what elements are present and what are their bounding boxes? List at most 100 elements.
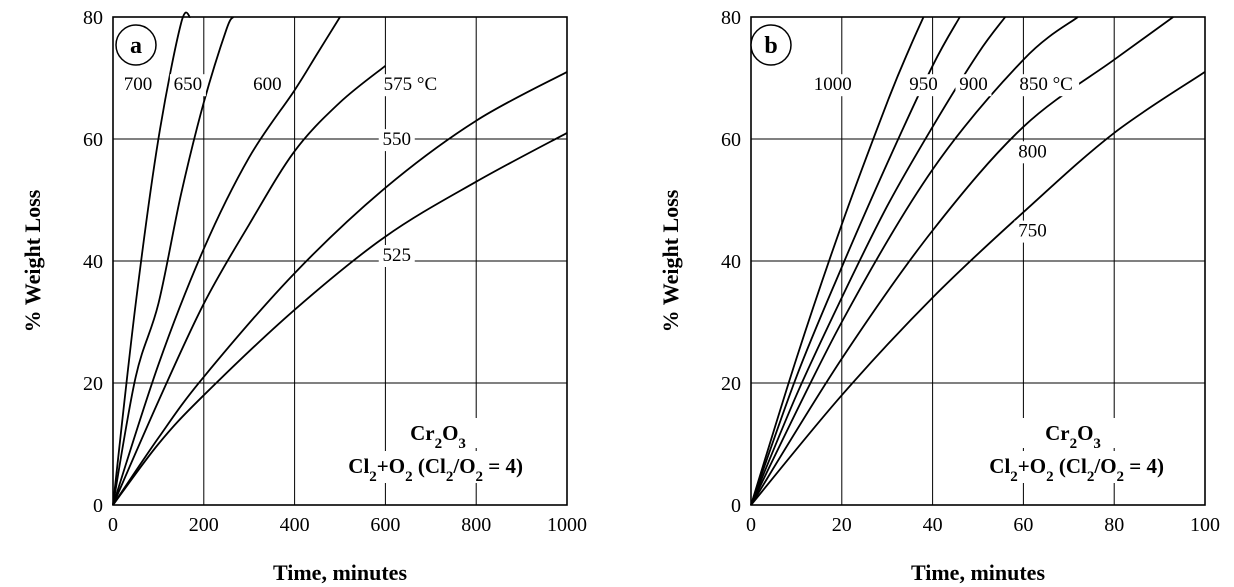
curve-label-bg (378, 129, 415, 152)
annotation-bg (386, 418, 486, 448)
atmosphere-annotation-part: 2 (1117, 469, 1125, 485)
atmosphere-annotation-part: 2 (405, 469, 413, 485)
curve-label: 650 (174, 74, 203, 95)
x-tick-label: 0 (746, 514, 756, 536)
curve-label: 1000 (814, 74, 852, 95)
compound-annotation: Cr2O3 (410, 421, 466, 452)
atmosphere-annotation-part: 2 (1046, 469, 1054, 485)
curve-label: 700 (124, 74, 153, 95)
curve-label: 750 (1018, 221, 1047, 242)
atmosphere-annotation-part: 2 (1087, 469, 1095, 485)
atmosphere-annotation-part: 2 (369, 469, 377, 485)
atmosphere-annotation-part: = 4) (483, 454, 523, 478)
atmosphere-annotation-part: /O (452, 454, 475, 478)
annotation-bg (946, 451, 1168, 483)
curve-label-bg (809, 74, 856, 97)
x-tick-label: 200 (189, 514, 219, 536)
panel-letter-circle (115, 24, 157, 66)
y-tick-label: 80 (721, 7, 741, 29)
x-tick-label: 1000 (547, 514, 587, 536)
compound-annotation-part: 3 (1093, 436, 1101, 452)
y-tick-label: 60 (721, 129, 741, 151)
x-tick-label: 0 (108, 514, 118, 536)
plot-frame (750, 16, 1206, 506)
series-line-525 (112, 132, 568, 506)
x-tick-label: 100 (1190, 514, 1220, 536)
x-axis-label: Time, minutes (911, 560, 1045, 585)
atmosphere-annotation-part: Cl (989, 454, 1010, 478)
compound-annotation-part: 3 (458, 436, 466, 452)
annotation-bg (305, 451, 527, 483)
curve-label: 550 (383, 129, 412, 150)
series-line-575C (112, 65, 386, 506)
curve-label-bg (378, 245, 415, 267)
curve-label-bg (1014, 141, 1051, 164)
atmosphere-annotation-part: 2 (446, 469, 454, 485)
curve-label: 850 °C (1019, 74, 1073, 95)
series-line-750 (750, 71, 1206, 506)
x-tick-label: 400 (280, 514, 310, 536)
x-tick-label: 600 (370, 514, 400, 536)
series-line-650 (112, 16, 235, 506)
curve-label: 950 (909, 74, 938, 95)
atmosphere-annotation-part: 2 (476, 469, 484, 485)
atmosphere-annotation-part: +O (377, 454, 405, 478)
compound-annotation-part: Cr (410, 421, 435, 445)
series-line-900 (750, 16, 1006, 506)
y-tick-label: 40 (83, 251, 103, 273)
panel-letter-circle (750, 24, 792, 66)
curve-label-bg (905, 74, 942, 97)
curve-label: 600 (253, 74, 282, 95)
x-tick-label: 40 (923, 514, 943, 536)
x-tick-label: 80 (1104, 514, 1124, 536)
x-tick-label: 800 (461, 514, 491, 536)
compound-annotation-part: 2 (435, 436, 443, 452)
curve-label: 525 (383, 245, 412, 266)
compound-annotation-part: 2 (1070, 436, 1078, 452)
y-axis-label: % Weight Loss (658, 189, 683, 332)
y-tick-label: 20 (83, 373, 103, 395)
curve-label-bg (1013, 74, 1080, 97)
x-tick-label: 60 (1013, 514, 1033, 536)
y-tick-label: 40 (721, 251, 741, 273)
compound-annotation-part: Cr (1045, 421, 1070, 445)
x-axis-label: Time, minutes (273, 560, 407, 585)
series-line-950 (750, 16, 961, 506)
curve-label-bg (119, 74, 156, 97)
atmosphere-annotation: Cl2+O2 (Cl2/O2 = 4) (989, 454, 1164, 485)
atmosphere-annotation-part: (Cl (413, 454, 446, 478)
curve-label-bg (955, 74, 992, 97)
curve-label-bg (249, 74, 286, 97)
series-line-800 (750, 16, 1174, 506)
y-tick-label: 0 (93, 495, 103, 517)
curve-label-bg (169, 74, 206, 97)
series-line-600 (112, 16, 341, 506)
x-tick-label: 20 (832, 514, 852, 536)
series-line-850C (750, 16, 1079, 506)
atmosphere-annotation-part: /O (1093, 454, 1116, 478)
compound-annotation: Cr2O3 (1045, 421, 1101, 452)
panel-letter: b (764, 33, 777, 59)
atmosphere-annotation-part: Cl (348, 454, 369, 478)
atmosphere-annotation: Cl2+O2 (Cl2/O2 = 4) (348, 454, 523, 485)
atmosphere-annotation-part: (Cl (1054, 454, 1087, 478)
curve-label-bg (1014, 220, 1051, 243)
y-tick-label: 0 (731, 495, 741, 517)
atmosphere-annotation-part: 2 (1010, 469, 1018, 485)
curve-label: 900 (959, 74, 988, 95)
y-tick-label: 60 (83, 129, 103, 151)
compound-annotation-part: O (442, 421, 458, 445)
panel-letter: a (130, 33, 142, 59)
atmosphere-annotation-part: = 4) (1124, 454, 1164, 478)
y-tick-label: 80 (83, 7, 103, 29)
y-axis-label: % Weight Loss (20, 189, 45, 332)
series-line-550 (112, 71, 568, 506)
y-tick-label: 20 (721, 373, 741, 395)
compound-annotation-part: O (1077, 421, 1093, 445)
chart-panel-a: 0 200 400 600 800 1000 0 20 40 60 80 700 650 600 575 °… (20, 7, 587, 585)
curve-label-bg (377, 74, 444, 97)
series-line-1000 (750, 16, 925, 506)
series-line-700 (112, 11, 192, 506)
